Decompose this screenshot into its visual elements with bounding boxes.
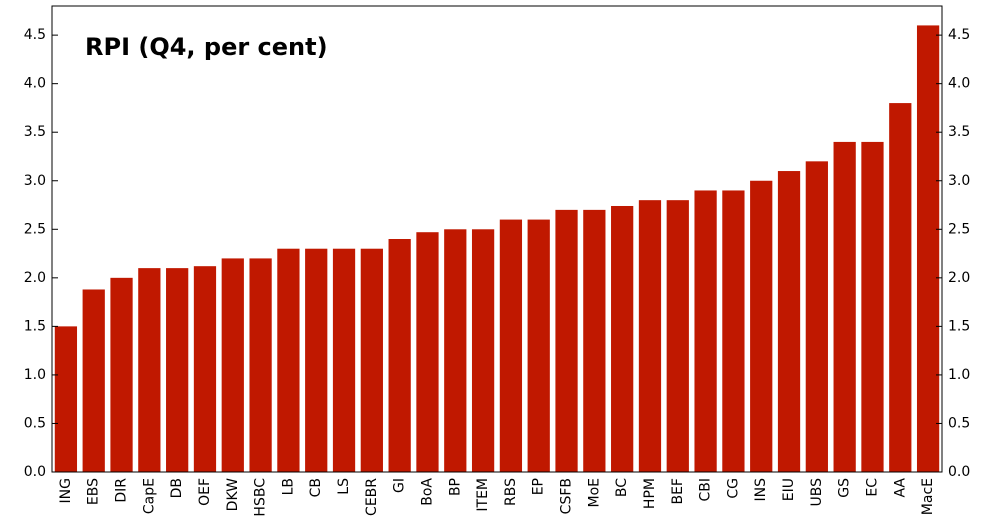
bar: [861, 141, 884, 472]
x-tick-label: DKW: [225, 478, 241, 511]
bar: [666, 200, 689, 472]
bar: [416, 232, 439, 472]
plot-frame: [51, 5, 943, 473]
y2-tick-label: 4.5: [948, 27, 970, 43]
bar: [777, 171, 801, 472]
y-tick-label: 4.5: [24, 27, 46, 43]
y-tick-label: 1.5: [24, 318, 46, 334]
x-tick-label: EBS: [86, 478, 102, 505]
bar: [388, 239, 411, 472]
y2-tick-label: 2.0: [948, 270, 970, 286]
x-tick-label: CEBR: [364, 478, 380, 516]
y-tick-label: 0.5: [24, 415, 46, 431]
x-tick-label: HSBC: [253, 478, 269, 517]
bar: [138, 268, 161, 472]
x-tick-label: LB: [280, 478, 296, 495]
x-tick-label: EC: [864, 478, 880, 497]
bar: [722, 190, 745, 473]
bar: [193, 266, 217, 472]
y2-tick-label: 4.0: [948, 76, 970, 92]
y-tick-label: 2.5: [24, 221, 46, 237]
x-tick-label: RBS: [503, 478, 519, 506]
bar: [694, 190, 717, 473]
x-tick-label: MoE: [586, 478, 602, 508]
x-tick-label: EIU: [781, 478, 797, 501]
bar: [54, 326, 78, 472]
y2-tick-label: 3.5: [948, 124, 970, 140]
bar: [638, 200, 662, 472]
x-tick-label: CapE: [141, 478, 157, 514]
x-tick-label: BP: [447, 478, 463, 496]
y-tick-label: 0.0: [24, 464, 46, 480]
bar: [249, 258, 272, 472]
x-tick-label: OEF: [197, 478, 213, 506]
x-tick-label: CG: [725, 478, 741, 499]
chart-title: RPI (Q4, per cent): [85, 33, 328, 61]
x-tick-label: DIR: [114, 478, 130, 503]
bar: [360, 248, 383, 472]
bar: [305, 248, 328, 472]
x-tick-label: EP: [531, 478, 547, 495]
x-tick-label: UBS: [809, 478, 825, 507]
x-tick-label: HPM: [642, 478, 658, 509]
y2-tick-label: 1.5: [948, 318, 970, 334]
bar: [471, 229, 495, 472]
x-tick-label: BoA: [419, 478, 435, 506]
y2-tick-label: 0.5: [948, 415, 970, 431]
x-tick-label: ING: [58, 478, 74, 503]
x-tick-label: GI: [392, 478, 408, 493]
bar: [444, 229, 467, 472]
x-tick-label: GS: [837, 478, 853, 498]
y-tick-label: 3.5: [24, 124, 46, 140]
y2-tick-label: 0.0: [948, 464, 970, 480]
x-tick-label: CBI: [698, 478, 714, 502]
y-tick-label: 3.0: [24, 173, 46, 189]
x-tick-label: INS: [753, 478, 769, 502]
bar: [833, 141, 856, 472]
x-tick-label: LS: [336, 478, 352, 495]
bar: [527, 219, 550, 472]
bar: [499, 219, 523, 472]
x-tick-label: CB: [308, 478, 324, 497]
y-tick-label: 4.0: [24, 76, 46, 92]
bar: [916, 25, 940, 473]
bar: [555, 209, 578, 472]
bar: [889, 103, 912, 472]
x-tick-label: BC: [614, 478, 630, 497]
bar: [277, 248, 300, 472]
bar: [332, 248, 356, 472]
x-tick-label: MacE: [920, 478, 936, 515]
bar: [805, 161, 828, 473]
bar: [221, 258, 244, 472]
bar: [611, 205, 634, 472]
x-tick-label: DB: [169, 478, 185, 498]
x-tick-label: CSFB: [559, 478, 575, 514]
y-tick-label: 1.0: [24, 367, 46, 383]
bar: [166, 268, 189, 472]
bar: [750, 180, 773, 472]
x-tick-label: AA: [892, 478, 908, 498]
y2-tick-label: 3.0: [948, 173, 970, 189]
bar: [583, 209, 606, 472]
bar: [82, 289, 105, 472]
bar: [110, 277, 133, 472]
y2-tick-label: 1.0: [948, 367, 970, 383]
y2-tick-label: 2.5: [948, 221, 970, 237]
y-tick-label: 2.0: [24, 270, 46, 286]
x-tick-label: BEF: [670, 478, 686, 505]
x-tick-label: ITEM: [475, 478, 491, 512]
